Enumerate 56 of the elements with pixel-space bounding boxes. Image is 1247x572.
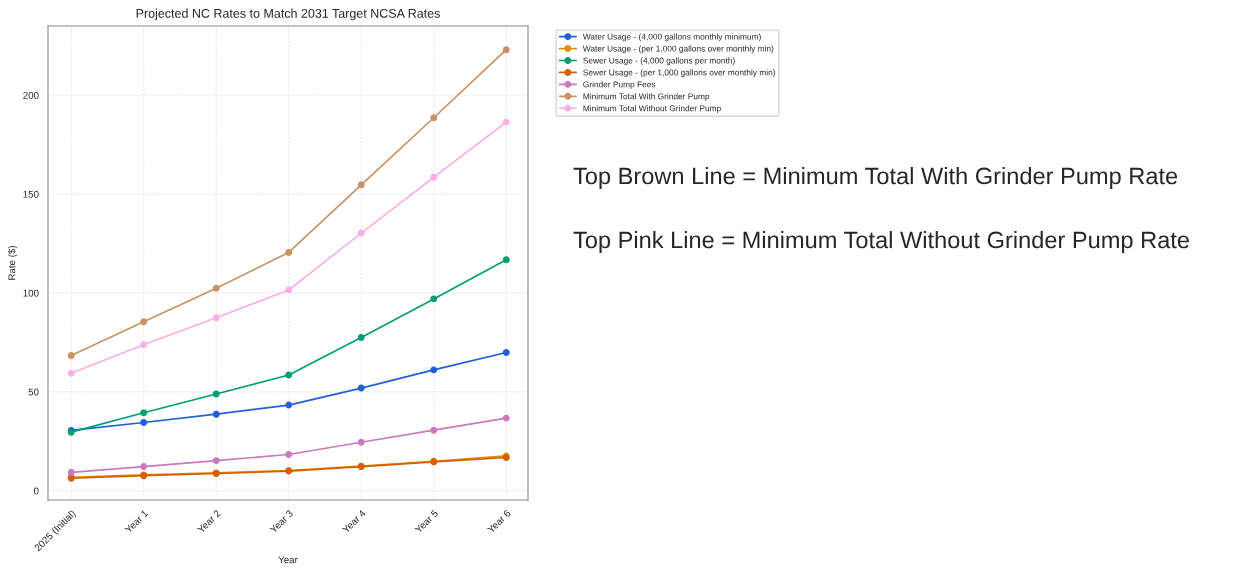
point bbox=[502, 118, 510, 126]
point bbox=[140, 419, 148, 426]
point bbox=[285, 371, 293, 379]
x-tick-label: Year 4 bbox=[342, 509, 367, 534]
y-tick-label: 150 bbox=[23, 190, 39, 198]
point bbox=[285, 248, 293, 256]
y-tick-label: 100 bbox=[23, 289, 39, 297]
point bbox=[430, 295, 438, 303]
legend-label: Grinder Pump Fees bbox=[583, 81, 656, 90]
point bbox=[502, 256, 510, 264]
point bbox=[67, 369, 75, 377]
x-tick-label: Year 1 bbox=[124, 509, 149, 534]
x-tick-label: Year 2 bbox=[196, 509, 221, 534]
legend-label: Water Usage - (4,000 gallons monthly minimum) bbox=[582, 33, 761, 42]
y-tick-label: 0 bbox=[33, 487, 39, 495]
legend-label: Water Usage - (per 1,000 gallons over monthly min) bbox=[582, 45, 774, 54]
point bbox=[502, 414, 510, 422]
point bbox=[67, 351, 75, 359]
point bbox=[502, 349, 510, 356]
point bbox=[212, 457, 220, 465]
point bbox=[502, 46, 510, 54]
point bbox=[357, 384, 365, 392]
point bbox=[285, 451, 293, 458]
point bbox=[430, 366, 438, 374]
point bbox=[430, 426, 438, 434]
point bbox=[140, 463, 148, 471]
point bbox=[140, 318, 148, 326]
x-tick-label: Year 5 bbox=[414, 509, 439, 534]
point bbox=[357, 438, 365, 446]
chart-title: Projected NC Rates to Match 2031 Target NCSA Rates bbox=[136, 8, 440, 21]
point bbox=[357, 181, 365, 189]
y-tick-label: 50 bbox=[28, 388, 39, 396]
x-axis-title: Year bbox=[278, 556, 298, 564]
point bbox=[140, 409, 148, 417]
legend-label: Minimum Total Without Grinder Pump bbox=[583, 105, 721, 113]
point bbox=[212, 410, 220, 418]
legend-label: Sewer Usage - (per 1,000 gallons over monthly min) bbox=[583, 69, 775, 78]
point bbox=[285, 401, 293, 409]
point bbox=[430, 173, 438, 181]
x-tick-label: Year 3 bbox=[269, 509, 294, 534]
point bbox=[67, 468, 75, 476]
point bbox=[212, 284, 220, 292]
point bbox=[140, 341, 148, 349]
x-tick-label: Year 6 bbox=[486, 509, 511, 534]
point bbox=[212, 314, 220, 322]
legend-label: Minimum Total With Grinder Pump bbox=[583, 93, 710, 101]
point bbox=[357, 333, 365, 341]
text: Top Brown Line = Minimum Total With Grinder Pump Rate bbox=[573, 167, 1178, 189]
text: Top Pink Line = Minimum Total Without Grinder Pump Rate bbox=[573, 231, 1189, 253]
point bbox=[430, 114, 438, 122]
legend-label: Sewer Usage - (4,000 gallons per month) bbox=[583, 57, 735, 66]
point bbox=[357, 229, 365, 237]
y-axis-title: Rate ($) bbox=[7, 246, 18, 280]
point bbox=[285, 286, 293, 294]
y-tick-label: 200 bbox=[23, 91, 39, 99]
point bbox=[212, 390, 220, 398]
